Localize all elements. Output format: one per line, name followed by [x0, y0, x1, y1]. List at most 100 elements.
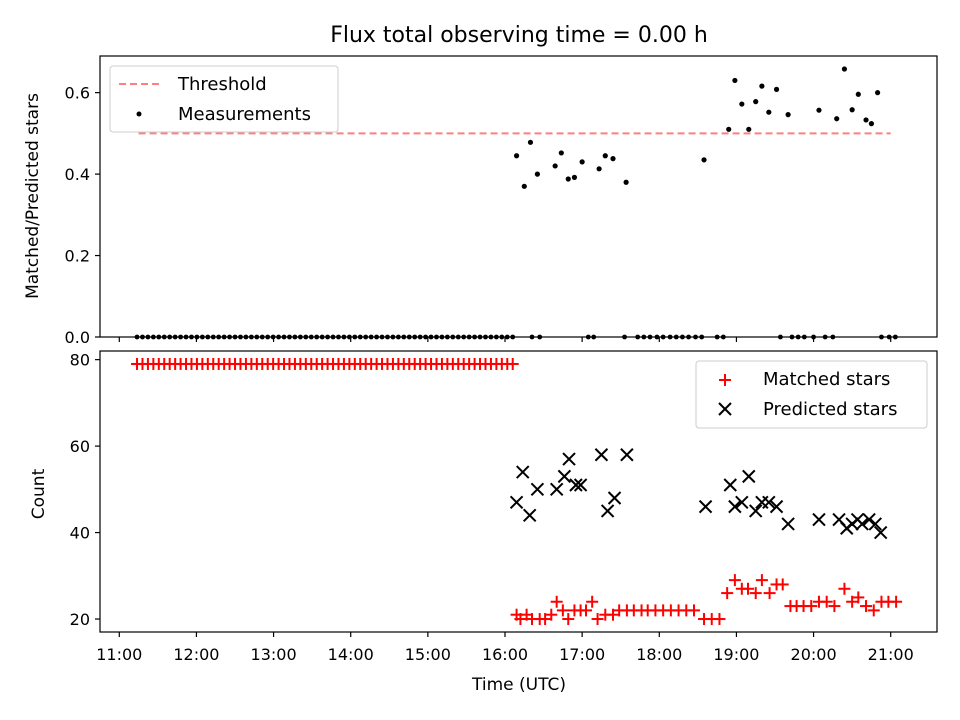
measurement-point: [868, 121, 875, 127]
measurement-point: [855, 91, 861, 97]
measurement-point: [552, 163, 558, 169]
measurement-point: [579, 159, 585, 165]
measurement-point: [753, 99, 759, 105]
predicted-point: [755, 495, 769, 510]
predicted-point: [522, 508, 537, 522]
measurement-point: [527, 139, 534, 145]
measurement-point: [746, 126, 752, 132]
matched-point: [591, 613, 604, 626]
predicted-point: [855, 517, 869, 531]
bottom-y-tick-label: 60: [70, 437, 90, 456]
legend-measurements-label: Measurements: [178, 104, 311, 125]
matched-point: [713, 613, 726, 626]
matched-point: [607, 608, 619, 621]
measurement-point: [701, 157, 707, 163]
measurement-point: [534, 171, 541, 177]
bottom-y-tick-label: 80: [70, 351, 90, 370]
measurement-point: [623, 179, 629, 185]
matched-point: [506, 357, 519, 370]
predicted-point: [557, 469, 572, 484]
top-y-tick-label: 0.0: [65, 328, 90, 347]
bottom-x-tick-label: 20:00: [791, 645, 837, 664]
bottom-x-tick-label: 15:00: [405, 645, 451, 664]
predicted-point: [549, 482, 564, 497]
matched-point: [820, 595, 833, 608]
matched-point: [562, 613, 575, 626]
measurement-point: [739, 101, 745, 107]
predicted-point: [728, 499, 742, 514]
top-y-ticks: 0.0 0.2 0.4 0.6: [65, 84, 100, 347]
bottom-x-tick-label: 16:00: [482, 645, 528, 664]
bottom-legend: Matched stars Predicted stars: [695, 360, 928, 429]
measurement-point: [773, 86, 780, 92]
measurement-point: [571, 174, 578, 180]
bottom-plot-frame: [99, 350, 938, 633]
measurement-point: [513, 153, 520, 159]
predicted-point: [600, 504, 615, 518]
predicted-point: [749, 504, 763, 518]
measurement-point: [759, 83, 765, 89]
bottom-plot-area: [131, 357, 903, 626]
matched-point: [867, 604, 880, 617]
bottom-x-tick-label: 17:00: [559, 645, 605, 664]
matched-point: [728, 574, 741, 587]
matched-point: [545, 608, 558, 621]
predicted-point: [569, 478, 583, 492]
predicted-point: [781, 517, 795, 531]
legend-predicted-swatch: [718, 402, 732, 416]
bottom-y-tick-label: 20: [70, 610, 90, 629]
x-axis-label: Time (UTC): [471, 675, 566, 695]
bottom-x-tick-label: 21:00: [868, 645, 914, 664]
matched-point: [838, 582, 851, 595]
predicted-point: [862, 512, 876, 527]
matched-point: [776, 578, 789, 591]
top-y-tick-label: 0.4: [65, 165, 90, 184]
predicted-point: [509, 495, 524, 510]
measurement-point: [565, 176, 571, 182]
measurement-point: [521, 183, 527, 189]
matched-point: [749, 587, 762, 600]
measurement-point: [610, 156, 616, 162]
matched-point: [556, 604, 569, 617]
matched-point: [742, 582, 754, 595]
predicted-point: [868, 517, 882, 531]
measurement-point: [558, 150, 564, 156]
bottom-x-tick-label: 19:00: [713, 645, 759, 664]
matched-point: [828, 600, 841, 613]
predicted-point: [762, 495, 776, 510]
predicted-point: [769, 499, 784, 514]
bottom-x-tick-label: 11:00: [96, 645, 142, 664]
bottom-legend-box: [695, 360, 928, 429]
predicted-point: [742, 469, 756, 484]
top-legend-box: [109, 65, 339, 133]
predicted-point: [812, 512, 826, 527]
predicted-point: [573, 478, 588, 492]
measurement-point: [732, 77, 738, 84]
measurement-point: [602, 153, 608, 159]
legend-predicted-label: Predicted stars: [763, 399, 897, 420]
bottom-x-tick-label: 13:00: [251, 645, 297, 664]
measurement-point: [816, 107, 822, 113]
matched-point: [890, 595, 903, 608]
top-legend: Threshold Measurements: [109, 65, 339, 133]
legend-matched-swatch: [719, 374, 731, 386]
matched-point: [550, 595, 563, 608]
matched-point: [805, 600, 818, 613]
predicted-point: [723, 478, 737, 492]
bottom-x-tick-label: 14:00: [328, 645, 374, 664]
measurement-point: [834, 116, 840, 122]
matched-point: [688, 604, 700, 617]
predicted-point: [607, 491, 622, 505]
matched-point: [860, 600, 873, 613]
measurement-point: [785, 112, 791, 118]
predicted-point: [735, 495, 749, 510]
predicted-point: [620, 448, 634, 462]
predicted-point: [530, 482, 545, 497]
predicted-point: [562, 452, 576, 466]
matched-point: [846, 595, 859, 608]
matched-point: [755, 574, 768, 587]
bottom-y-ticks: 20 40 60 80: [70, 351, 100, 629]
top-y-axis-label: Matched/Predicted stars: [23, 93, 43, 299]
top-y-tick-label: 0.2: [65, 247, 90, 266]
